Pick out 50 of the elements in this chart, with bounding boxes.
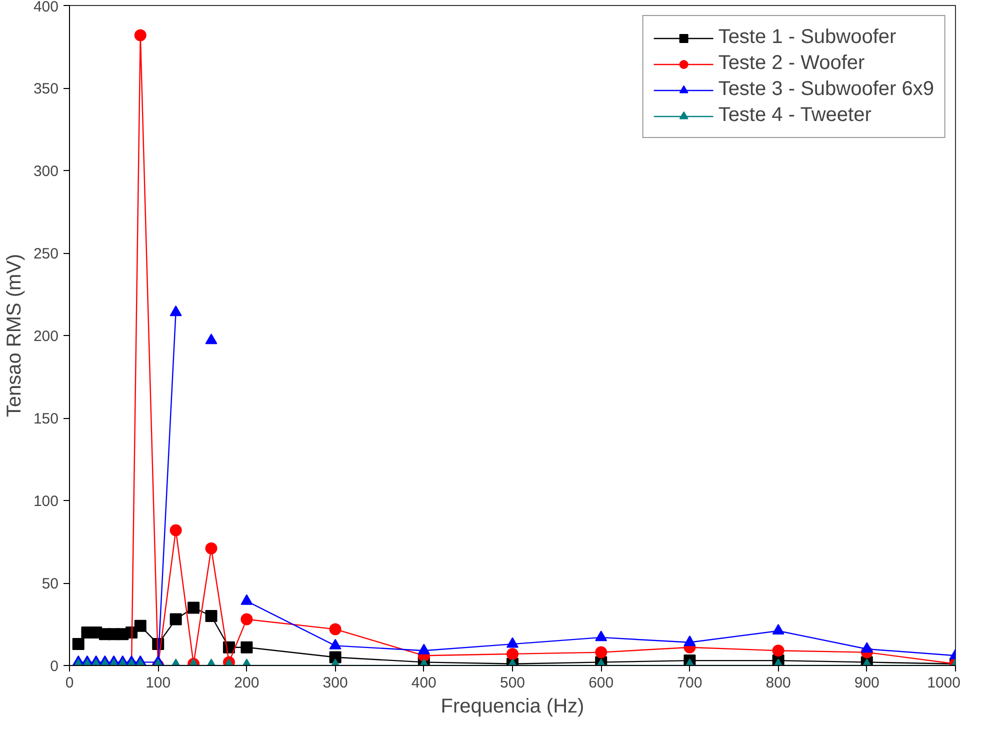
point	[595, 646, 608, 658]
y-tick-label: 250	[33, 246, 59, 262]
point	[684, 636, 696, 646]
y-tick-label: 150	[33, 410, 59, 428]
y-tick-label: 100	[33, 493, 59, 510]
point	[170, 306, 182, 316]
x-tick-label: 0	[65, 674, 74, 692]
point	[772, 644, 784, 657]
point	[134, 29, 146, 42]
x-tick-label: 500	[500, 674, 526, 692]
x-tick-label: 200	[234, 674, 260, 692]
x-tick-label: 700	[677, 674, 702, 692]
y-axis-title: Tensao RMS (mV)	[3, 254, 26, 418]
point	[240, 594, 253, 605]
x-tick-label: 900	[854, 674, 880, 692]
point	[188, 602, 200, 614]
x-tick-label: 600	[588, 674, 614, 692]
x-axis-title: Frequencia (Hz)	[440, 696, 584, 718]
y-tick-label: 350	[33, 80, 59, 98]
point	[240, 641, 253, 654]
legend-label: Teste 2 - Woofer	[718, 52, 865, 75]
x-tick-label: 400	[411, 674, 436, 692]
point	[170, 613, 182, 626]
point	[240, 613, 253, 626]
point	[205, 610, 218, 622]
x-tick-label: 1000	[927, 674, 961, 692]
y-tick-label: 50	[42, 576, 59, 592]
point	[205, 334, 218, 344]
point	[860, 642, 873, 653]
point	[329, 638, 342, 650]
point	[506, 648, 518, 660]
y-tick-label: 300	[33, 163, 59, 180]
legend-label: Teste 3 - Subwoofer 6x9	[718, 78, 934, 101]
point	[506, 637, 518, 648]
x-tick-label: 800	[766, 674, 791, 692]
legend-label: Teste 1 - Subwoofer	[718, 26, 896, 49]
point	[772, 624, 784, 635]
point	[329, 623, 342, 636]
point	[595, 630, 608, 642]
point	[205, 542, 218, 554]
legend-label: Teste 4 - Tweeter	[718, 104, 872, 127]
x-tick-label: 300	[322, 674, 348, 692]
point	[170, 524, 182, 536]
y-tick-label: 400	[33, 0, 59, 16]
y-tick-label: 0	[50, 658, 58, 675]
point	[418, 644, 430, 654]
point	[134, 620, 146, 632]
point	[72, 638, 84, 650]
x-tick-label: 100	[146, 674, 171, 692]
y-tick-label: 200	[33, 328, 59, 345]
